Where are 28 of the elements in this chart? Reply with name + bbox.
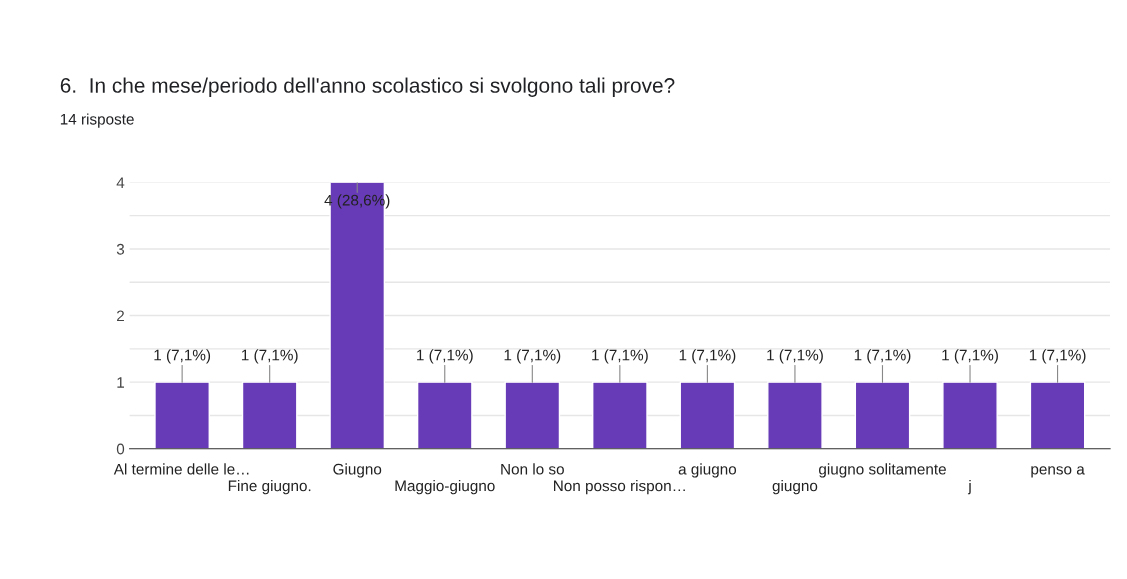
x-tick-label: Al termine delle le… — [113, 463, 249, 475]
data-label: 1 (7,1%) — [417, 349, 473, 364]
y-tick-label: 4 — [116, 177, 125, 188]
data-label: 1 (7,1%) — [1029, 349, 1086, 364]
data-label: 1 (7,1%) — [942, 349, 998, 364]
chart-subtitle: 14 risposte — [60, 113, 134, 128]
y-tick-label: 2 — [117, 310, 124, 322]
y-tick-label: 0 — [116, 443, 125, 455]
x-tick-label: Giugno — [333, 463, 382, 478]
y-tick-label: 1 — [117, 377, 124, 388]
data-label: 1 (7,1%) — [592, 349, 648, 364]
x-tick-label: Fine giugno. — [228, 480, 311, 495]
x-tick-label: a giugno — [678, 463, 737, 478]
data-label: 1 (7,1%) — [154, 349, 211, 364]
x-tick-label: giugno solitamente — [819, 463, 946, 478]
data-label: 1 (7,1%) — [854, 349, 911, 364]
data-label: 1 (7,1%) — [504, 349, 561, 364]
data-label: 1 (7,1%) — [767, 349, 823, 364]
x-tick-label: j — [967, 480, 971, 495]
x-tick-label: giugno — [772, 480, 818, 495]
x-tick-label: Maggio-giugno — [395, 480, 495, 495]
x-tick-label: Non lo so — [501, 463, 564, 475]
data-label: 1 (7,1%) — [679, 349, 736, 364]
y-tick-label: 3 — [116, 243, 125, 255]
data-label: 1 (7,1%) — [241, 349, 298, 364]
x-tick-label: Non posso rispon… — [554, 480, 685, 495]
chart-title: 6. In che mese/periodo dell'anno scolastico si svolgono tali prove? — [60, 77, 675, 97]
x-tick-label: penso a — [1031, 466, 1085, 478]
